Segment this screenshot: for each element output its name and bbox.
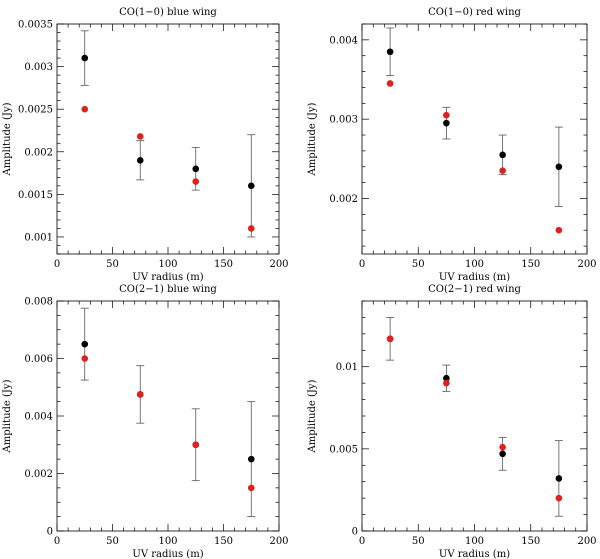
x-axis-label: UV radius (m): [439, 549, 510, 559]
x-tick-label: 50: [106, 536, 119, 547]
y-tick-label: 0.003: [24, 62, 53, 73]
x-tick-label: 150: [521, 536, 540, 547]
data-point-black: [81, 54, 89, 62]
plot-frame: [361, 23, 588, 255]
panel-co21-red-wing: 0 50 100 150 200 0 0.005 0.01 CO(2−1) red wing UV…: [307, 284, 597, 559]
chart-title: CO(2−1) blue wing: [119, 284, 217, 295]
y-tick-label: 0: [47, 527, 53, 538]
data-point-red: [247, 484, 255, 492]
x-tick-label: 200: [577, 536, 596, 547]
x-tick-label: 200: [269, 259, 288, 270]
data-point-black: [499, 151, 506, 159]
x-tick-label: 0: [359, 259, 365, 270]
x-tick-label: 200: [269, 536, 288, 547]
y-tick-label: 0.004: [329, 35, 358, 46]
data-point-red: [81, 105, 89, 113]
x-tick-label: 50: [412, 536, 425, 547]
data-point-black: [386, 48, 394, 56]
y-tick-label: 0.002: [24, 147, 53, 158]
panel-co21-blue-wing: 0 50 100 150 200 0 0.002 0.004 0.006 0.008 CO(2−1)…: [2, 284, 289, 559]
x-tick-label: 150: [214, 536, 233, 547]
y-tick-label: 0.006: [24, 354, 53, 365]
y-tick-label: 0.002: [329, 194, 358, 205]
x-axis-label: UV radius (m): [439, 272, 510, 283]
data-point-black: [555, 163, 563, 171]
y-tick-label: 0.0025: [18, 105, 53, 116]
data-point-black: [555, 475, 563, 482]
y-axis-label: Amplitude (Jy): [2, 102, 13, 176]
panel-co10-red-wing: 0 50 100 150 200 0.002 0.003 0.004 CO(1−0) red w…: [307, 7, 597, 283]
plot-frame: [56, 300, 280, 532]
y-tick-label: 0.003: [329, 115, 358, 126]
data-point-red: [555, 226, 563, 234]
x-tick-label: 0: [54, 536, 60, 547]
y-axis-label: Amplitude (Jy): [2, 379, 13, 453]
y-tick-label: 0.008: [24, 297, 53, 308]
panel-co10-blue-wing: 0 50 100 150 200 0.001 0.0015 0.002 0.0025 0.003 0…: [2, 7, 289, 283]
x-tick-label: 0: [54, 259, 60, 270]
y-tick-label: 0.004: [24, 412, 53, 423]
data-point-red: [192, 441, 200, 449]
data-point-black: [247, 455, 255, 463]
plot-frame: [361, 300, 588, 532]
y-axis-label: Amplitude (Jy): [307, 102, 318, 176]
y-tick-label: 0.0035: [18, 20, 53, 31]
chart-title: CO(2−1) red wing: [428, 284, 521, 295]
x-tick-label: 50: [106, 259, 119, 270]
y-tick-label: 0.005: [329, 444, 358, 455]
y-tick-label: 0.01: [336, 362, 358, 373]
y-tick-label: 0.002: [24, 469, 53, 480]
x-axis-label: UV radius (m): [132, 272, 203, 283]
data-point-red: [555, 494, 563, 502]
x-tick-label: 50: [412, 259, 425, 270]
data-point-red: [443, 379, 450, 387]
data-point-black: [443, 119, 450, 127]
x-tick-label: 100: [158, 536, 177, 547]
x-tick-label: 100: [158, 259, 177, 270]
y-axis-label: Amplitude (Jy): [307, 379, 318, 453]
data-point-red: [136, 133, 144, 140]
data-point-red: [499, 443, 506, 451]
x-tick-label: 0: [359, 536, 365, 547]
data-point-red: [192, 178, 200, 185]
data-point-red: [386, 80, 394, 87]
x-tick-label: 150: [521, 259, 540, 270]
data-point-red: [247, 225, 255, 232]
data-point-black: [136, 156, 144, 164]
data-point-red: [443, 111, 450, 119]
y-tick-label: 0: [352, 527, 358, 538]
data-point-black: [192, 165, 200, 173]
data-point-red: [136, 391, 144, 398]
plot-frame: [56, 23, 280, 255]
x-tick-label: 100: [465, 259, 484, 270]
data-point-black: [247, 182, 255, 190]
data-point-black: [499, 450, 506, 458]
x-tick-label: 200: [577, 259, 596, 270]
data-point-red: [499, 167, 506, 175]
chart-title: CO(1−0) blue wing: [119, 7, 217, 18]
data-point-black: [81, 340, 89, 348]
data-point-red: [386, 335, 394, 343]
x-tick-label: 150: [214, 259, 233, 270]
data-point-black: [443, 374, 450, 382]
y-tick-label: 0.0015: [18, 190, 53, 201]
chart-title: CO(1−0) red wing: [428, 7, 521, 18]
x-tick-label: 100: [465, 536, 484, 547]
data-point-red: [81, 355, 89, 362]
y-tick-label: 0.001: [24, 232, 53, 243]
x-axis-label: UV radius (m): [132, 549, 203, 559]
